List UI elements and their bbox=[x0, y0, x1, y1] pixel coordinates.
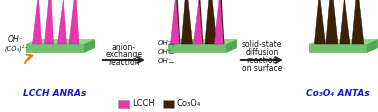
Text: exchange: exchange bbox=[105, 50, 143, 59]
Polygon shape bbox=[176, 0, 180, 44]
Polygon shape bbox=[220, 0, 225, 44]
Text: LCCH: LCCH bbox=[132, 99, 155, 109]
Polygon shape bbox=[309, 44, 367, 53]
Text: Co₃O₄: Co₃O₄ bbox=[177, 99, 201, 109]
Polygon shape bbox=[326, 0, 338, 44]
Polygon shape bbox=[314, 0, 325, 44]
Polygon shape bbox=[194, 0, 203, 44]
Polygon shape bbox=[340, 0, 350, 44]
Text: OH⁻: OH⁻ bbox=[158, 58, 172, 64]
Polygon shape bbox=[84, 39, 95, 53]
Text: Co₃O₄ ANTAs: Co₃O₄ ANTAs bbox=[306, 89, 370, 98]
Polygon shape bbox=[309, 39, 378, 44]
Polygon shape bbox=[181, 0, 192, 44]
Bar bbox=[163, 100, 174, 108]
Text: (CO₃)²⁻: (CO₃)²⁻ bbox=[4, 44, 28, 52]
Text: LCCH ANRAs: LCCH ANRAs bbox=[23, 89, 87, 98]
Polygon shape bbox=[69, 0, 79, 44]
Polygon shape bbox=[367, 39, 378, 53]
Polygon shape bbox=[26, 44, 84, 53]
Text: solid-state: solid-state bbox=[242, 40, 282, 49]
Text: on surface: on surface bbox=[242, 64, 282, 73]
Polygon shape bbox=[205, 0, 217, 44]
Polygon shape bbox=[199, 0, 203, 44]
Bar bbox=[118, 100, 129, 108]
Text: OH⁻: OH⁻ bbox=[158, 40, 172, 46]
Polygon shape bbox=[170, 0, 180, 44]
Polygon shape bbox=[45, 0, 53, 44]
Polygon shape bbox=[168, 39, 237, 44]
Polygon shape bbox=[214, 0, 223, 44]
Text: anion-: anion- bbox=[112, 43, 136, 52]
Polygon shape bbox=[168, 44, 226, 53]
Text: reaction: reaction bbox=[108, 58, 140, 67]
Polygon shape bbox=[352, 0, 364, 44]
Text: reaction: reaction bbox=[246, 56, 278, 65]
Polygon shape bbox=[57, 0, 67, 44]
Text: OH⁻: OH⁻ bbox=[158, 49, 172, 55]
Text: diffusion: diffusion bbox=[245, 48, 279, 57]
Polygon shape bbox=[226, 39, 237, 53]
Polygon shape bbox=[33, 0, 42, 44]
Text: OH⁻: OH⁻ bbox=[8, 35, 24, 44]
Polygon shape bbox=[26, 39, 95, 44]
